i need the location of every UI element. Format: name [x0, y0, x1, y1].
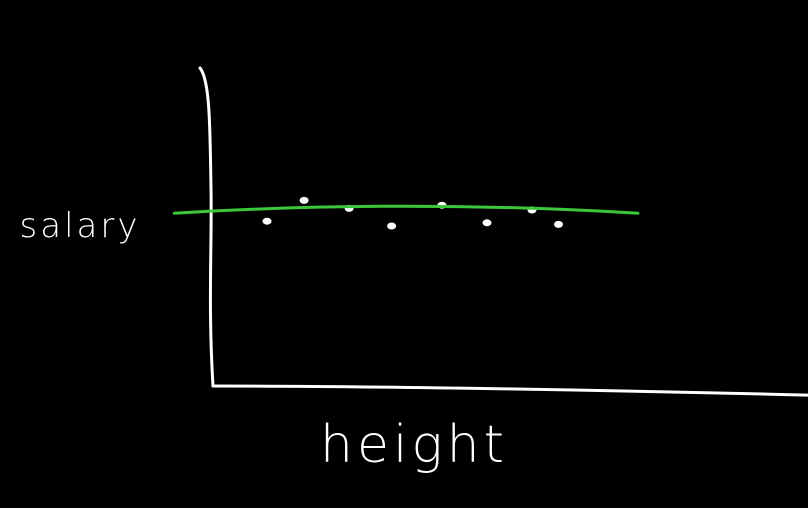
x-axis-label: height	[320, 415, 508, 475]
trend-line-group	[172, 204, 640, 215]
data-point	[482, 219, 492, 227]
data-point	[554, 220, 563, 228]
data-point	[299, 196, 309, 204]
trend-line	[172, 204, 640, 215]
data-point	[387, 222, 397, 230]
axis-labels: salary height	[20, 206, 508, 475]
scatter-points	[262, 196, 563, 230]
y-axis-line	[198, 66, 215, 388]
data-point	[262, 217, 272, 225]
y-axis-label: salary	[20, 206, 141, 246]
axes	[198, 66, 808, 397]
x-axis-line	[211, 384, 808, 397]
